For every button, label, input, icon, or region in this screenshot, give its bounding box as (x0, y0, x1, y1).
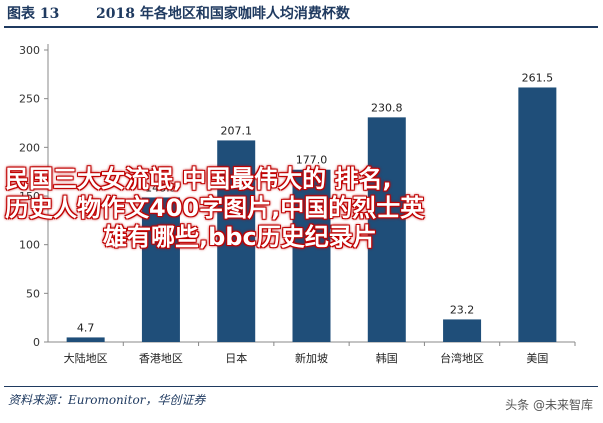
bar (217, 140, 256, 342)
x-tick-label: 台湾地区 (440, 351, 484, 365)
source-note: 资料来源：Euromonitor，华创证券 (8, 393, 206, 407)
y-tick-label: 0 (33, 336, 40, 349)
bar (367, 117, 406, 342)
y-tick-label: 50 (26, 287, 40, 300)
watermark-text: 头条 @未来智库 (505, 398, 593, 412)
bar-value-label: 207.1 (220, 124, 252, 137)
bar-value-label: 261.5 (522, 71, 554, 84)
bar (66, 337, 105, 342)
bar (443, 319, 482, 342)
bar (292, 169, 331, 342)
overlay-caption: 民国三大女流氓,中国最伟大的 排名, 历史人物作文400字图片,中国的烈士英 雄… (5, 165, 545, 252)
x-tick-label: 香港地区 (139, 352, 183, 365)
y-tick-label: 300 (19, 44, 40, 57)
bar-value-label: 23.2 (450, 303, 475, 316)
chart-header: 图表 13 2018 年各地区和国家咖啡人均消费杯数 (0, 0, 603, 26)
figure-label: 图表 13 (7, 6, 60, 22)
y-tick-label: 250 (19, 93, 40, 106)
x-tick-label: 美国 (526, 352, 548, 365)
x-tick-label: 大陆地区 (64, 351, 108, 365)
bar (141, 197, 180, 342)
y-tick-label: 200 (19, 141, 40, 154)
overlay-line-3: 雄有哪些,bbc历史纪录片 (103, 223, 377, 251)
header-divider (4, 26, 598, 28)
y-tick-label: 150 (19, 190, 40, 203)
overlay-line-2: 历史人物作文400字图片,中国的烈士英 (5, 194, 425, 222)
bar-value-label: 148.5 (145, 181, 177, 194)
overlay-line-1: 民国三大女流氓,中国最伟大的 排名, (5, 165, 392, 193)
chart-title: 2018 年各地区和国家咖啡人均消费杯数 (96, 6, 350, 22)
bar-value-label: 4.7 (77, 321, 95, 334)
x-tick-label: 日本 (225, 351, 247, 365)
bar (518, 87, 557, 342)
footer-divider (4, 386, 598, 387)
x-tick-label: 韩国 (376, 351, 398, 365)
y-tick-label: 100 (19, 239, 40, 252)
bar-value-label: 230.8 (371, 101, 403, 114)
x-tick-label: 新加坡 (295, 351, 328, 365)
bar-value-label: 177.0 (296, 154, 328, 167)
